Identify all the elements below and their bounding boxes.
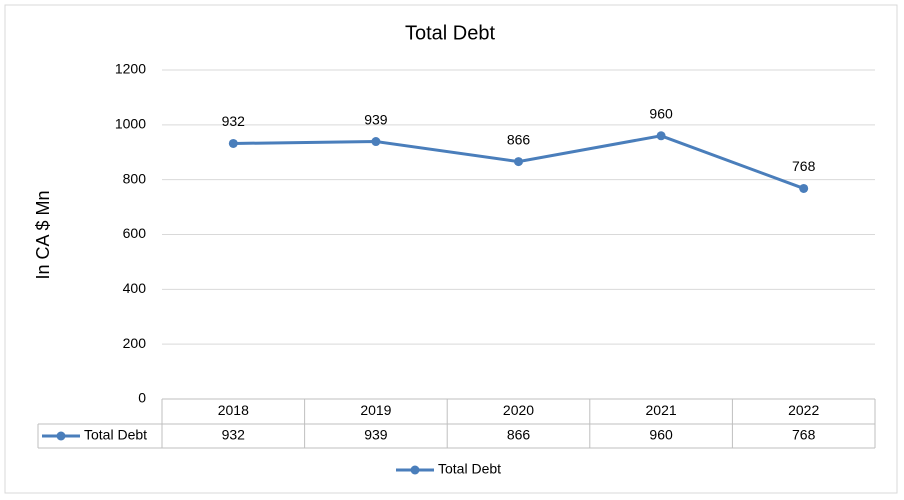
table-legend-label: Total Debt (84, 427, 147, 443)
marker (656, 131, 666, 141)
x-tick-label: 2020 (503, 402, 534, 418)
marker (228, 138, 238, 148)
legend-label: Total Debt (438, 461, 501, 477)
x-tick-label: 2022 (788, 402, 819, 418)
y-tick-label: 1200 (115, 61, 146, 77)
table-value: 768 (792, 427, 816, 443)
x-tick-label: 2019 (360, 402, 391, 418)
table-value: 939 (364, 427, 388, 443)
legend-key-marker (410, 465, 420, 475)
y-tick-label: 200 (123, 335, 147, 351)
y-tick-label: 600 (123, 225, 147, 241)
x-tick-label: 2018 (218, 402, 249, 418)
table-legend-key-marker (56, 431, 66, 441)
data-label: 939 (364, 111, 388, 127)
table-value: 866 (507, 427, 531, 443)
chart-title: Total Debt (405, 22, 495, 44)
data-label: 866 (507, 131, 531, 147)
table-value: 932 (222, 427, 246, 443)
y-tick-label: 1000 (115, 116, 146, 132)
y-tick-label: 800 (123, 170, 147, 186)
marker (371, 137, 381, 147)
y-tick-label: 400 (123, 280, 147, 296)
data-label: 960 (649, 106, 673, 122)
y-axis-label: In CA $ Mn (33, 190, 53, 279)
chart-border (4, 4, 898, 494)
x-tick-label: 2021 (646, 402, 677, 418)
data-label: 932 (222, 113, 246, 129)
y-tick-label: 0 (138, 390, 146, 406)
data-label: 768 (792, 158, 816, 174)
marker (799, 183, 809, 193)
table-value: 960 (649, 427, 673, 443)
marker (514, 157, 523, 167)
